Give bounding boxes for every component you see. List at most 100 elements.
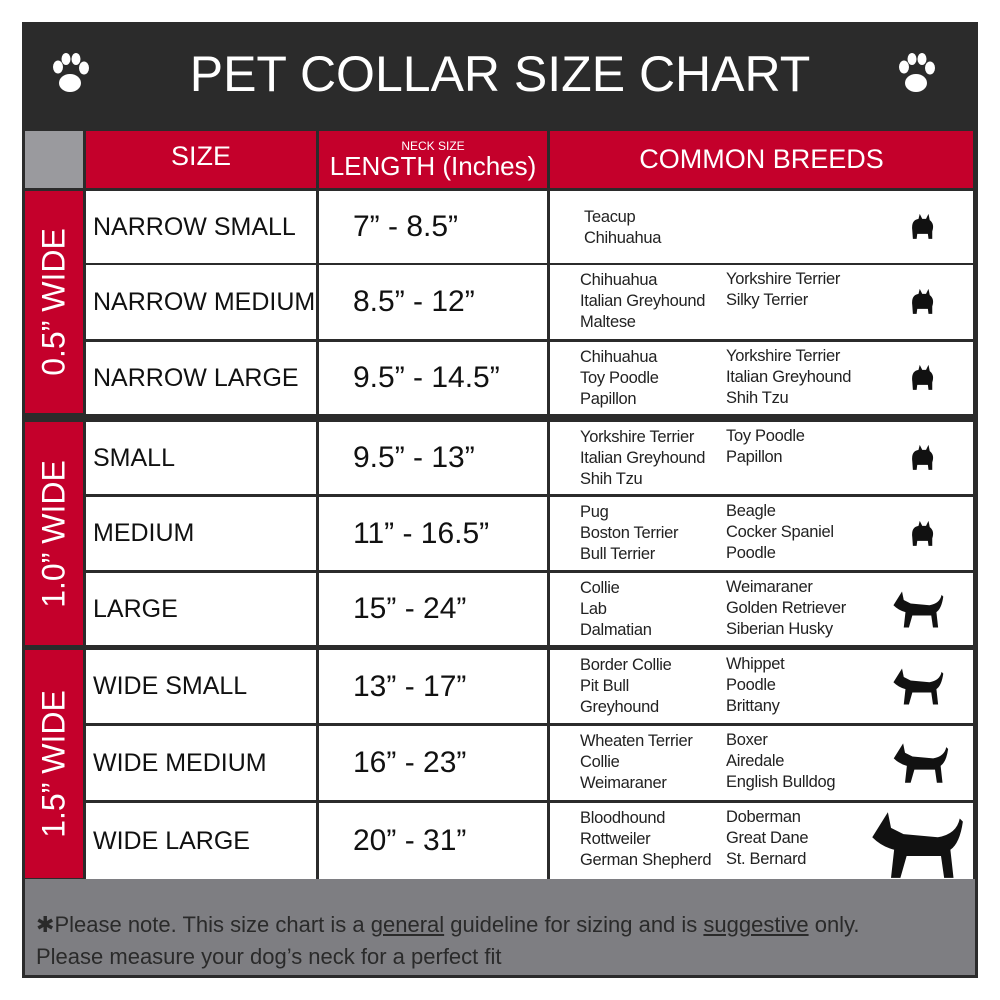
footer-text: Please note. This size chart is a [54,912,371,937]
breed-name: Bloodhound [580,809,666,827]
paw-print-icon [53,53,89,92]
breed-name: Chihuahua [580,348,658,366]
breed-name: English Bulldog [726,773,836,791]
breed-name: St. Bernard [726,850,807,868]
breed-name: Chihuahua [584,229,662,247]
breed-name: Yorkshire Terrier [726,347,841,365]
breed-name: Poodle [726,676,776,694]
breeds-list-left: Chihuahua Toy Poodle Papillon [580,347,659,410]
breed-name: Boxer [726,731,768,749]
width-group-label: 1.0” WIDE [25,422,83,645]
breeds-list-left: Yorkshire Terrier Italian Greyhound Shih T… [580,427,705,490]
breed-name: Wheaten Terrier [580,732,693,750]
breed-name: Siberian Husky [726,620,833,638]
width-group-text: 0.5” WIDE [35,228,72,376]
breeds-list-right: Weimaraner Golden Retriever Siberian Husky [726,577,846,640]
length-cell: 9.5” - 14.5” [319,342,547,414]
breed-name: Pug [580,503,609,521]
width-group-text: 1.0” WIDE [35,459,72,608]
breed-name: Border Collie [580,656,672,674]
header-neck-size: NECK SIZE [401,139,465,153]
length-cell: 20” - 31” [319,803,547,879]
breed-name: Weimaraner [726,578,813,596]
footer-star: ✱ [36,912,55,937]
breeds-list-right: Yorkshire Terrier Silky Terrier [726,269,840,311]
breeds-list-left: Collie Lab Dalmatian [580,578,652,641]
breeds-list-left: Teacup Chihuahua [584,207,661,249]
breed-name: Toy Poodle [726,427,805,445]
yorkie-silhouette-icon [912,213,934,239]
header-breeds: COMMON BREEDS [550,131,973,188]
length-cell: 7” - 8.5” [319,191,547,263]
breed-name: Shih Tzu [726,389,789,407]
length-cell: 15” - 24” [319,573,547,645]
size-cell: SMALL [86,422,316,494]
breed-name: Brittany [726,697,780,715]
pomeranian-silhouette-icon [912,364,934,390]
breed-name: Italian Greyhound [580,292,706,310]
breed-name: Yorkshire Terrier [726,270,841,288]
breed-name: Dalmatian [580,621,652,639]
width-group-text: 1.5” WIDE [35,690,72,838]
size-cell: NARROW LARGE [86,342,316,414]
width-group-label: 0.5” WIDE [25,191,83,413]
breeds-list-right: Toy Poodle Papillon [726,426,805,468]
footer-line-2: Please measure your dog’s neck for a per… [36,944,502,969]
header-size: SIZE [86,131,316,188]
doberman-silhouette-icon [872,812,963,878]
footer-text: guideline for sizing and is [444,912,704,937]
breeds-list-right: Yorkshire Terrier Italian Greyhound Shih T… [726,346,851,409]
breeds-cell: Teacup Chihuahua [550,191,973,263]
breed-name: Airedale [726,752,785,770]
breeds-list-left: Wheaten Terrier Collie Weimaraner [580,731,693,794]
breeds-list-right: Doberman Great Dane St. Bernard [726,807,809,870]
size-cell: WIDE SMALL [86,650,316,723]
length-cell: 16” - 23” [319,726,547,800]
breed-name: Italian Greyhound [580,449,706,467]
breed-name: Toy Poodle [580,369,659,387]
breed-name: Whippet [726,655,785,673]
shepherd-silhouette-icon [893,590,944,628]
footer-text: only. [808,912,860,937]
length-cell: 9.5” - 13” [319,422,547,494]
breeds-list-left: Bloodhound Rottweiler German Shepherd [580,808,712,871]
breed-name: Great Dane [726,829,809,847]
breed-name: Bull Terrier [580,545,655,563]
size-cell: NARROW SMALL [86,191,316,263]
size-cell: NARROW MEDIUM [86,265,316,339]
footer-general: general [370,912,445,937]
size-cell: WIDE MEDIUM [86,726,316,800]
pomeranian-silhouette-icon [912,444,934,470]
breed-name: Golden Retriever [726,599,846,617]
length-cell: 11” - 16.5” [319,497,547,570]
header-length: NECK SIZE LENGTH (Inches) [319,131,547,188]
breed-name: Lab [580,600,607,618]
breed-name: Pit Bull [580,677,629,695]
breed-name: Doberman [726,808,801,826]
chihuahua-silhouette-icon [912,288,934,314]
length-cell: 13” - 17” [319,650,547,723]
length-cell: 8.5” - 12” [319,265,547,339]
breed-name: Beagle [726,502,776,520]
header-length-label: LENGTH (Inches) [329,151,537,181]
breeds-list-right: Beagle Cocker Spaniel Poodle [726,501,834,564]
breed-name: Maltese [580,313,636,331]
breeds-cell: Yorkshire Terrier Italian Greyhound Shih T… [550,422,973,494]
breed-name: Cocker Spaniel [726,523,834,541]
breed-name: Shih Tzu [580,470,643,488]
size-cell: WIDE LARGE [86,803,316,879]
breeds-list-right: Whippet Poodle Brittany [726,654,785,717]
breed-name: Greyhound [580,698,659,716]
breeds-list-left: Chihuahua Italian Greyhound Maltese [580,270,705,333]
breed-name: Papillon [580,390,637,408]
breed-name: Papillon [726,448,783,466]
breed-name: Weimaraner [580,774,667,792]
paw-print-icon [899,53,935,92]
breed-name: Boston Terrier [580,524,679,542]
breed-name: Rottweiler [580,830,651,848]
breeds-list-left: Border Collie Pit Bull Greyhound [580,655,672,718]
breed-name: Italian Greyhound [726,368,852,386]
size-cell: LARGE [86,573,316,645]
breed-name: Teacup [584,208,636,226]
breed-name: Poodle [726,544,776,562]
